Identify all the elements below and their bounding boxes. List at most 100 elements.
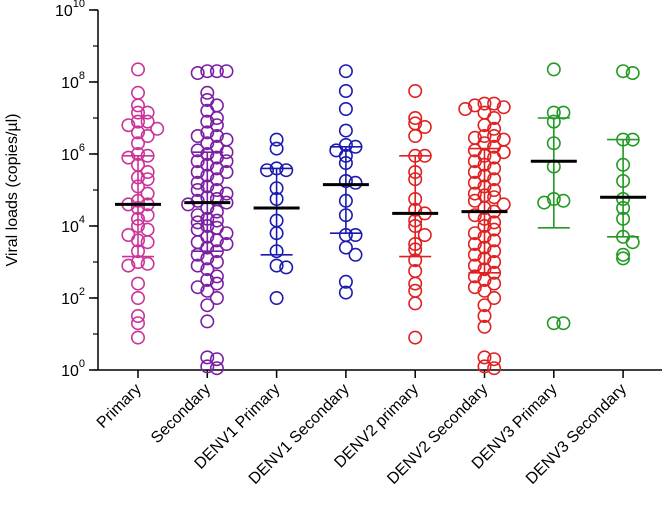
data-point [338, 123, 353, 138]
y-tick-label: 108 [61, 70, 85, 92]
data-point [219, 154, 234, 169]
data-point [467, 226, 482, 241]
data-point [625, 66, 640, 81]
group-3 [322, 64, 369, 300]
data-point [477, 118, 492, 133]
data-point [121, 258, 136, 273]
group-5 [458, 96, 511, 376]
data-point [487, 233, 502, 248]
data-point [348, 247, 363, 262]
data-point [338, 285, 353, 300]
data-point [625, 235, 640, 250]
y-tick-label: 1010 [55, 0, 85, 20]
data-point [140, 256, 155, 271]
data-point [467, 208, 482, 223]
data-point [190, 175, 205, 190]
data-point [190, 208, 205, 223]
y-axis-title: Viral loads (copies/µl) [4, 114, 21, 267]
data-point [487, 111, 502, 126]
data-point [131, 136, 146, 151]
y-tick-base: 10 [61, 219, 79, 236]
data-point [477, 129, 492, 144]
data-point [467, 165, 482, 180]
data-point [190, 235, 205, 250]
data-point [467, 258, 482, 273]
data-point [259, 163, 274, 178]
data-point [219, 64, 234, 79]
data-point [209, 129, 224, 144]
data-point [131, 290, 146, 305]
data-point [467, 269, 482, 284]
data-point [467, 280, 482, 295]
data-point [200, 283, 215, 298]
data-point [209, 64, 224, 79]
data-point [477, 319, 492, 334]
y-tick-base: 10 [61, 75, 79, 92]
data-point [487, 276, 502, 291]
y-tick-base: 10 [55, 3, 73, 20]
data-point [190, 183, 205, 198]
data-point [131, 114, 146, 129]
data-point [408, 84, 423, 99]
group-7 [600, 64, 647, 266]
data-point [209, 98, 224, 113]
data-point [487, 121, 502, 136]
data-point [190, 66, 205, 81]
data-point [131, 330, 146, 345]
data-point [140, 235, 155, 250]
data-point [209, 233, 224, 248]
y-tick-label: 106 [61, 142, 85, 164]
data-point [338, 274, 353, 289]
axes [97, 10, 662, 371]
group-6 [530, 62, 577, 331]
group-4 [392, 84, 439, 345]
data-point [150, 121, 165, 136]
data-point [417, 120, 432, 135]
data-point [546, 316, 561, 331]
data-point [131, 85, 146, 100]
data-point [477, 272, 492, 287]
data-point [477, 105, 492, 120]
data-point [487, 161, 502, 176]
data-point [546, 62, 561, 77]
data-point [477, 359, 492, 374]
data-point [279, 163, 294, 178]
data-point [200, 314, 215, 329]
data-point [487, 150, 502, 165]
data-point [190, 247, 205, 262]
data-point [477, 283, 492, 298]
data-point [537, 195, 552, 210]
data-point [467, 247, 482, 262]
data-point [556, 193, 571, 208]
data-point [209, 111, 224, 126]
data-point [467, 193, 482, 208]
data-point [200, 262, 215, 277]
data-point [200, 359, 215, 374]
data-point [121, 150, 136, 165]
data-point [209, 269, 224, 284]
y-tick-exponent: 10 [73, 0, 85, 10]
data-point [338, 102, 353, 117]
data-point [200, 125, 215, 140]
data-point [121, 118, 136, 133]
data-point [190, 154, 205, 169]
group-1 [181, 64, 234, 376]
data-point [140, 165, 155, 180]
data-point [496, 100, 511, 115]
data-point [131, 308, 146, 323]
data-point [487, 255, 502, 270]
data-point [477, 298, 492, 313]
data-point [408, 276, 423, 291]
data-point [477, 96, 492, 111]
y-tick-exponent: 4 [79, 214, 85, 226]
data-point [269, 132, 284, 147]
data-point [209, 352, 224, 367]
data-point [209, 276, 224, 291]
data-point [487, 129, 502, 144]
data-point [348, 175, 363, 190]
data-point [209, 118, 224, 133]
data-point [140, 114, 155, 129]
data-point [200, 251, 215, 266]
data-point [140, 208, 155, 223]
data-point [487, 222, 502, 237]
